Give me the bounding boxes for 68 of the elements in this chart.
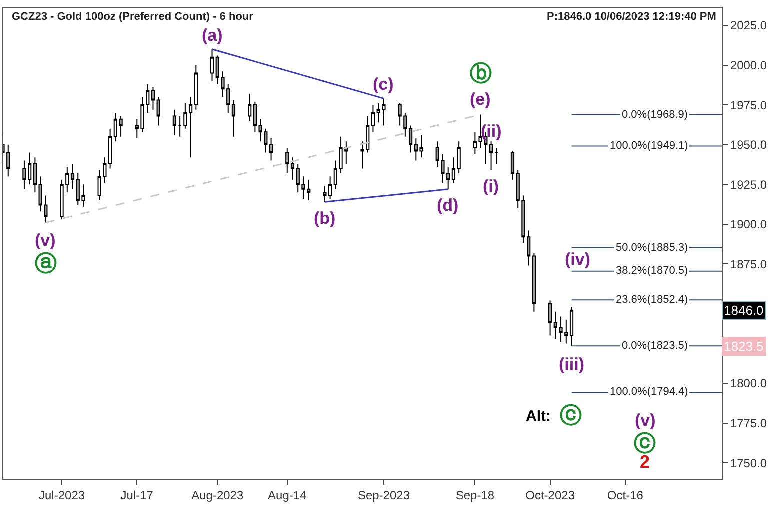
y-tick-label: 1900.0 bbox=[730, 218, 768, 232]
annotation: (iii) bbox=[559, 355, 584, 374]
chart-title: GCZ23 - Gold 100oz (Preferred Count) - 6 hour bbox=[12, 11, 254, 23]
annotation: (v) bbox=[35, 231, 56, 250]
candlestick bbox=[172, 109, 177, 136]
text: 1846.0 bbox=[724, 303, 764, 318]
y-tick-label: 1925.0 bbox=[730, 178, 768, 192]
y-tick-label: 1950.0 bbox=[730, 138, 768, 152]
annotation: ⓐ bbox=[35, 252, 57, 277]
x-tick-label: Aug-2023 bbox=[192, 488, 244, 502]
candlestick bbox=[452, 157, 456, 184]
candlestick bbox=[494, 148, 498, 164]
candlestick bbox=[290, 157, 295, 180]
y-tick-label: 2000.0 bbox=[730, 58, 768, 72]
annotation: (b) bbox=[314, 209, 336, 228]
y-tick-label: 2025.0 bbox=[730, 18, 768, 33]
x-tick-label: Jul-17 bbox=[120, 488, 154, 502]
candlestick bbox=[548, 300, 552, 336]
candlestick bbox=[210, 48, 214, 82]
candlestick bbox=[70, 163, 75, 190]
candlestick bbox=[489, 141, 494, 171]
x-tick-label: Oct-2023 bbox=[526, 488, 576, 502]
candlestick bbox=[269, 138, 274, 162]
annotation: ⓒ bbox=[560, 404, 582, 429]
y-tick-label: 1800.0 bbox=[730, 376, 768, 391]
x-tick-label: Sep-2023 bbox=[358, 488, 410, 502]
y-tick-label: 1775.0 bbox=[730, 416, 768, 431]
chart-subtitle: P:1846.0 10/06/2023 12:19:40 PM bbox=[547, 11, 716, 23]
annotation: (i) bbox=[483, 177, 500, 196]
candlestick bbox=[510, 150, 515, 180]
x-tick-label: Jul-2023 bbox=[39, 488, 86, 502]
candlestick bbox=[371, 104, 376, 133]
y-tick-label: 1975.0 bbox=[730, 98, 768, 112]
ref-line-label: 50.0%(1885.3) bbox=[616, 242, 688, 254]
candlestick bbox=[286, 148, 290, 174]
candlestick bbox=[570, 306, 574, 347]
annotation: (c) bbox=[373, 75, 394, 94]
annotation: ⓑ bbox=[470, 62, 492, 87]
annotation: (v) bbox=[635, 411, 656, 430]
ref-line-label: 100.0%(1794.4) bbox=[610, 386, 688, 398]
x-tick-label: Sep-18 bbox=[456, 488, 495, 502]
candlestick bbox=[194, 64, 198, 110]
candlestick bbox=[408, 125, 413, 154]
candlestick bbox=[33, 157, 38, 194]
annotation: ⓒ bbox=[634, 432, 656, 457]
candlestick bbox=[178, 116, 182, 138]
candlestick bbox=[151, 87, 156, 110]
annotation: Alt: bbox=[526, 408, 551, 425]
x-tick-label: Oct-16 bbox=[607, 488, 644, 502]
annotation: (iv) bbox=[565, 250, 590, 269]
ref-line-label: 0.0%(1823.5) bbox=[622, 340, 688, 352]
y-tick-label: 1875.0 bbox=[730, 257, 768, 272]
x-tick-label: Aug-14 bbox=[268, 488, 308, 502]
annotation: (ii) bbox=[481, 122, 502, 141]
ref-line-label: 23.6%(1852.4) bbox=[616, 294, 688, 306]
candlestick bbox=[248, 93, 252, 122]
ref-line-label: 100.0%(1949.1) bbox=[610, 140, 688, 152]
annotation: (a) bbox=[202, 26, 223, 45]
y-tick-label: 1750.0 bbox=[730, 456, 768, 470]
ref-line-label: 38.2%(1870.5) bbox=[616, 265, 688, 277]
annotation: (e) bbox=[470, 90, 491, 109]
annotation: (d) bbox=[437, 196, 459, 215]
candlestick bbox=[532, 252, 536, 312]
ref-line-label: 0.0%(1968.9) bbox=[622, 109, 688, 121]
candlestick bbox=[457, 141, 461, 174]
text: 1823.5 bbox=[724, 339, 764, 354]
candlestick bbox=[232, 100, 236, 138]
candlestick bbox=[156, 96, 160, 126]
